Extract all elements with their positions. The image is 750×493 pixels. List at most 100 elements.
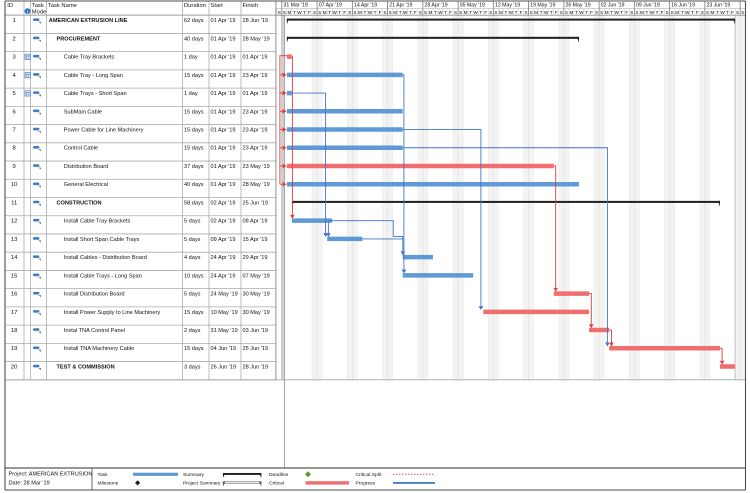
svg-text:24 Apr '19: 24 Apr '19 [211, 273, 236, 279]
svg-text:28 Jun '19: 28 Jun '19 [243, 18, 269, 24]
svg-text:M: M [569, 10, 573, 15]
svg-text:31 Mar '19: 31 Mar '19 [283, 3, 307, 9]
svg-text:Milestone: Milestone [98, 481, 119, 487]
svg-text:01 Apr '19: 01 Apr '19 [211, 164, 236, 170]
svg-text:Project: AMERICAN EXTRUSION: Project: AMERICAN EXTRUSION [9, 472, 93, 478]
svg-text:F: F [308, 10, 311, 15]
svg-text:01 Apr '19: 01 Apr '19 [211, 146, 236, 152]
svg-text:T: T [374, 10, 377, 15]
svg-text:T: T [303, 10, 306, 15]
svg-text:11: 11 [11, 200, 17, 206]
svg-text:T: T [469, 10, 472, 15]
svg-text:W: W [579, 10, 584, 15]
svg-text:M: M [605, 10, 609, 15]
svg-text:T: T [620, 10, 623, 15]
svg-text:T: T [444, 10, 447, 15]
svg-text:S: S [424, 10, 427, 15]
svg-text:15 days: 15 days [184, 127, 204, 133]
svg-text:62 days: 62 days [184, 18, 204, 24]
svg-text:W: W [297, 10, 302, 15]
svg-text:10: 10 [11, 182, 18, 188]
svg-text:M: M [499, 10, 503, 15]
svg-text:Deadline: Deadline [269, 472, 289, 478]
svg-text:09 Apr '19: 09 Apr '19 [211, 237, 236, 243]
svg-text:25 Jun '19: 25 Jun '19 [243, 200, 269, 206]
svg-text:02 Apr '19: 02 Apr '19 [211, 200, 236, 206]
svg-text:24 Apr '19: 24 Apr '19 [211, 255, 236, 261]
svg-text:16: 16 [11, 292, 18, 298]
svg-text:S: S [530, 10, 533, 15]
svg-text:S: S [459, 10, 462, 15]
svg-text:04 Jun '19: 04 Jun '19 [211, 346, 237, 352]
svg-text:S: S [348, 10, 351, 15]
svg-text:S: S [565, 10, 568, 15]
svg-text:F: F [555, 10, 558, 15]
svg-text:S: S [671, 10, 674, 15]
svg-text:T: T [293, 10, 296, 15]
svg-text:T: T [575, 10, 578, 15]
svg-text:40 days: 40 days [184, 182, 204, 188]
svg-text:F: F [661, 10, 664, 15]
svg-text:M: M [464, 10, 468, 15]
svg-text:S: S [353, 10, 356, 15]
svg-text:F: F [343, 10, 346, 15]
svg-text:5: 5 [13, 91, 17, 97]
svg-text:F: F [731, 10, 734, 15]
svg-text:1 day: 1 day [184, 91, 198, 97]
svg-text:S: S [701, 10, 704, 15]
svg-text:01 Apr '19: 01 Apr '19 [211, 182, 236, 188]
svg-text:M: M [675, 10, 679, 15]
svg-text:General Electrical: General Electrical [64, 182, 108, 188]
svg-text:W: W [615, 10, 620, 15]
svg-text:01 Apr '19: 01 Apr '19 [211, 127, 236, 133]
svg-text:Install Power Supply to Line M: Install Power Supply to Line Machinery [64, 310, 161, 316]
svg-text:Distribution Board: Distribution Board [64, 164, 108, 170]
svg-text:W: W [509, 10, 514, 15]
svg-text:01 Apr '19: 01 Apr '19 [211, 18, 236, 24]
svg-text:18: 18 [11, 328, 18, 334]
svg-text:4 days: 4 days [184, 255, 201, 261]
svg-text:16 Jun '19: 16 Jun '19 [671, 3, 695, 9]
svg-text:10 days: 10 days [184, 273, 204, 279]
svg-text:PROCUREMENT: PROCUREMENT [57, 36, 101, 42]
svg-text:M: M [534, 10, 538, 15]
svg-text:W: W [544, 10, 549, 15]
svg-text:W: W [474, 10, 479, 15]
svg-text:F: F [590, 10, 593, 15]
svg-text:08 Apr '19: 08 Apr '19 [243, 219, 268, 225]
svg-text:T: T [585, 10, 588, 15]
svg-text:8: 8 [13, 146, 17, 152]
svg-text:03 Jun '19: 03 Jun '19 [243, 328, 269, 334]
svg-text:23 Apr '19: 23 Apr '19 [243, 127, 268, 133]
svg-text:15 days: 15 days [184, 146, 204, 152]
svg-text:T: T [479, 10, 482, 15]
svg-text:M: M [287, 10, 291, 15]
svg-text:37 days: 37 days [184, 164, 204, 170]
svg-text:Critical Split: Critical Split [356, 472, 382, 478]
svg-text:01 Apr '19: 01 Apr '19 [243, 55, 268, 61]
svg-text:F: F [414, 10, 417, 15]
svg-text:CONSTRUCTION: CONSTRUCTION [57, 200, 102, 206]
svg-text:15: 15 [11, 273, 18, 279]
svg-text:T: T [338, 10, 341, 15]
svg-text:T: T [726, 10, 729, 15]
svg-text:23 Apr '19: 23 Apr '19 [243, 73, 268, 79]
svg-text:T: T [646, 10, 649, 15]
svg-text:S: S [635, 10, 638, 15]
svg-text:S: S [278, 10, 281, 15]
svg-text:M: M [711, 10, 715, 15]
svg-text:M: M [393, 10, 397, 15]
svg-text:9: 9 [13, 164, 16, 170]
svg-text:T: T [691, 10, 694, 15]
svg-text:S: S [283, 10, 286, 15]
svg-text:S: S [494, 10, 497, 15]
svg-text:28 May '19: 28 May '19 [243, 182, 270, 188]
svg-text:T: T [550, 10, 553, 15]
svg-text:31 May '19: 31 May '19 [211, 328, 238, 334]
svg-text:15 days: 15 days [184, 346, 204, 352]
svg-text:T: T [364, 10, 367, 15]
svg-text:T: T [681, 10, 684, 15]
svg-text:Task Name: Task Name [48, 3, 77, 9]
svg-text:Install Cables - Distribution: Install Cables - Distribution Board [64, 255, 147, 261]
svg-text:26 Jun '19: 26 Jun '19 [211, 364, 237, 370]
